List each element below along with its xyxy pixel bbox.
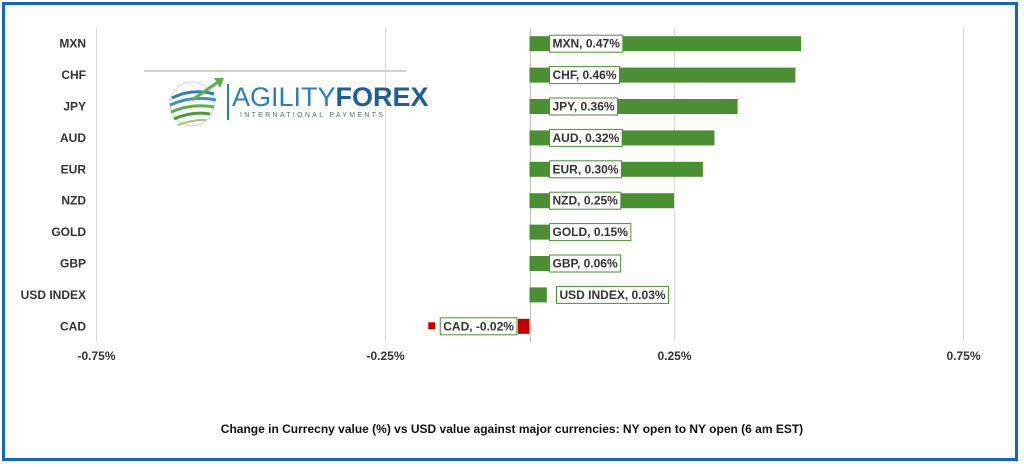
category-label: GBP — [60, 257, 86, 271]
data-label-box — [549, 66, 621, 85]
agility-forex-logo: AGILITYFOREX INTERNATIONAL PAYMENTS — [144, 66, 429, 128]
data-label-box — [556, 285, 670, 304]
chart-frame — [2, 2, 1018, 461]
logo-brand: AGILITYFOREX — [232, 82, 429, 113]
data-label-box — [549, 223, 632, 242]
data-label: GBP, 0.06% — [553, 257, 618, 271]
category-label: GOLD — [51, 225, 86, 239]
data-label: CAD, -0.02% — [443, 319, 514, 333]
logo-brand-light: AGILITY — [232, 82, 336, 112]
data-label: USD INDEX, 0.03% — [560, 288, 666, 302]
category-label: CHF — [61, 68, 86, 82]
data-label: NZD, 0.25% — [553, 194, 619, 208]
data-label: JPY, 0.36% — [553, 100, 615, 114]
data-label: AUD, 0.32% — [553, 131, 620, 145]
category-label: NZD — [61, 194, 86, 208]
category-label: MXN — [59, 37, 86, 51]
logo-rule — [144, 70, 406, 72]
category-label: EUR — [61, 162, 87, 176]
data-label-box — [549, 254, 622, 273]
data-label-box — [549, 34, 624, 53]
data-label: EUR, 0.30% — [553, 162, 619, 176]
x-tick-label: 0.75% — [946, 349, 980, 363]
category-label: USD INDEX — [21, 288, 86, 302]
category-label: JPY — [63, 100, 86, 114]
bar — [517, 318, 530, 334]
logo-divider — [227, 84, 229, 120]
x-tick-label: -0.25% — [366, 349, 404, 363]
data-label-box — [549, 191, 622, 210]
negative-marker — [428, 322, 436, 330]
data-label: MXN, 0.47% — [553, 37, 621, 51]
data-label: GOLD, 0.15% — [553, 225, 629, 239]
x-tick-label: -0.75% — [77, 349, 115, 363]
data-label: CHF, 0.46% — [553, 68, 617, 82]
data-label-box — [439, 317, 518, 336]
x-tick-label: 0.25% — [657, 349, 691, 363]
data-label-box — [549, 128, 623, 147]
category-label: CAD — [60, 319, 86, 333]
logo-tagline: INTERNATIONAL PAYMENTS — [240, 112, 386, 119]
data-label-box — [549, 97, 619, 116]
chart-caption: Change in Currecny value (%) vs USD valu… — [220, 422, 804, 436]
bar — [529, 287, 547, 303]
globe-arrow-icon — [169, 78, 224, 127]
category-label: AUD — [60, 131, 86, 145]
logo-brand-bold: FOREX — [335, 82, 429, 112]
data-label-box — [549, 160, 623, 179]
